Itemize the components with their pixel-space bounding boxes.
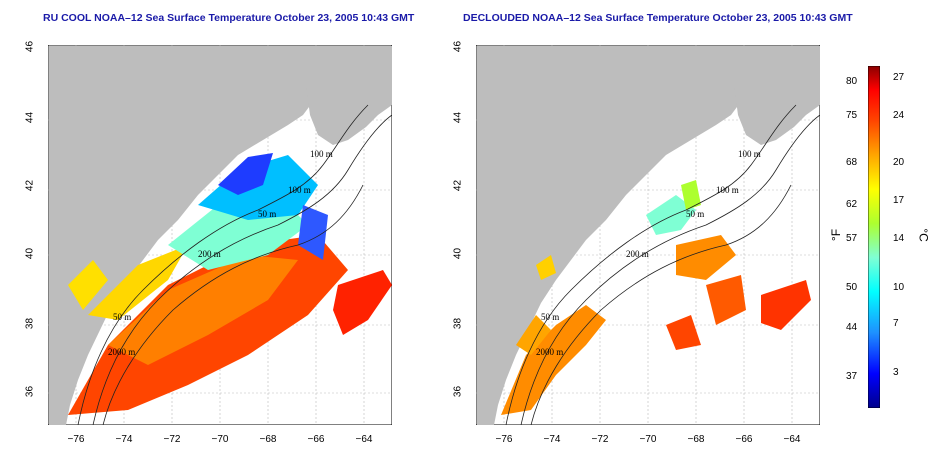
lat-tick: 44 <box>452 111 464 124</box>
contour-label-2000m: 2000 m <box>536 347 563 357</box>
bathymetry-contours <box>77 104 392 425</box>
lat-tick: 42 <box>24 179 36 192</box>
contour-label-100m-b: 100 m <box>288 185 311 195</box>
colorbar-c-tick: 17 <box>893 195 905 206</box>
colorbar-c-tick: 3 <box>893 367 899 378</box>
contour-label-50m-a: 50 m <box>258 209 276 219</box>
nova-scotia-land <box>306 46 392 145</box>
left-map-canvas: 100 m 100 m 50 m 200 m 50 m 2000 m <box>48 45 392 425</box>
colorbar-f-tick: 62 <box>846 199 858 210</box>
contour-labels: 100 m 100 m 50 m 200 m 50 m 2000 m <box>536 149 761 357</box>
lat-tick: 40 <box>24 247 36 260</box>
lon-tick: −76 <box>67 434 85 445</box>
colorbar-c-tick: 27 <box>893 72 905 83</box>
land-mass <box>477 46 786 425</box>
nova-scotia-land <box>734 46 820 145</box>
colorbar-f-tick: 50 <box>846 282 858 293</box>
contour-labels: 100 m 100 m 50 m 200 m 50 m 2000 m <box>108 149 333 357</box>
colorbar-f-tick: 57 <box>846 233 858 244</box>
colorbar-c-tick: 10 <box>893 282 905 293</box>
colorbar-f-tick: 75 <box>846 110 858 121</box>
lat-tick: 36 <box>452 385 464 398</box>
lon-tick: −74 <box>115 434 133 445</box>
lon-tick: −64 <box>355 434 373 445</box>
right-sst-map: 100 m 100 m 50 m 200 m 50 m 2000 m <box>476 45 820 425</box>
colorbar-gradient <box>868 66 880 408</box>
lat-tick: 46 <box>24 40 36 53</box>
lon-tick: −70 <box>211 434 229 445</box>
contour-label-50m-a: 50 m <box>686 209 704 219</box>
colorbar-f-tick: 68 <box>846 157 858 168</box>
lon-tick: −64 <box>783 434 801 445</box>
lat-tick: 36 <box>24 385 36 398</box>
colorbar-f-tick: 37 <box>846 371 858 382</box>
colorbar-c-tick: 14 <box>893 233 905 244</box>
lat-tick: 38 <box>24 317 36 330</box>
land-mass <box>49 46 358 425</box>
lat-tick: 42 <box>452 179 464 192</box>
colorbar-c-tick: 7 <box>893 318 899 329</box>
lon-tick: −68 <box>259 434 277 445</box>
left-map-title: RU COOL NOAA–12 Sea Surface Temperature … <box>43 12 415 24</box>
lat-tick: 40 <box>452 247 464 260</box>
contour-label-50m-b: 50 m <box>541 312 559 322</box>
lon-tick: −72 <box>591 434 609 445</box>
sst-swath <box>68 153 392 415</box>
colorbar-f-tick: 80 <box>846 76 858 87</box>
lat-tick: 46 <box>452 40 464 53</box>
left-sst-map: 100 m 100 m 50 m 200 m 50 m 2000 m <box>48 45 392 425</box>
contour-label-200m: 200 m <box>626 249 649 259</box>
lon-tick: −66 <box>735 434 753 445</box>
celsius-unit-label: °C <box>916 228 931 242</box>
colorbar-c-tick: 20 <box>893 157 905 168</box>
declouded-sst-patches <box>501 180 811 415</box>
contour-label-100m-b: 100 m <box>716 185 739 195</box>
lon-tick: −70 <box>639 434 657 445</box>
contour-label-200m: 200 m <box>198 249 221 259</box>
temperature-colorbar <box>868 66 880 408</box>
lon-tick: −74 <box>543 434 561 445</box>
colorbar-f-tick: 44 <box>846 322 858 333</box>
lon-tick: −68 <box>687 434 705 445</box>
lon-tick: −76 <box>495 434 513 445</box>
colorbar-c-tick: 24 <box>893 110 905 121</box>
lon-tick: −66 <box>307 434 325 445</box>
contour-label-2000m: 2000 m <box>108 347 135 357</box>
bathymetry-contours <box>505 104 820 425</box>
lat-tick: 44 <box>24 111 36 124</box>
contour-label-50m-b: 50 m <box>113 312 131 322</box>
contour-label-100m-a: 100 m <box>310 149 333 159</box>
fahrenheit-unit-label: °F <box>829 228 844 242</box>
right-map-canvas: 100 m 100 m 50 m 200 m 50 m 2000 m <box>476 45 820 425</box>
lat-tick: 38 <box>452 317 464 330</box>
lon-tick: −72 <box>163 434 181 445</box>
right-map-title: DECLOUDED NOAA–12 Sea Surface Temperatur… <box>463 12 853 24</box>
contour-label-100m-a: 100 m <box>738 149 761 159</box>
